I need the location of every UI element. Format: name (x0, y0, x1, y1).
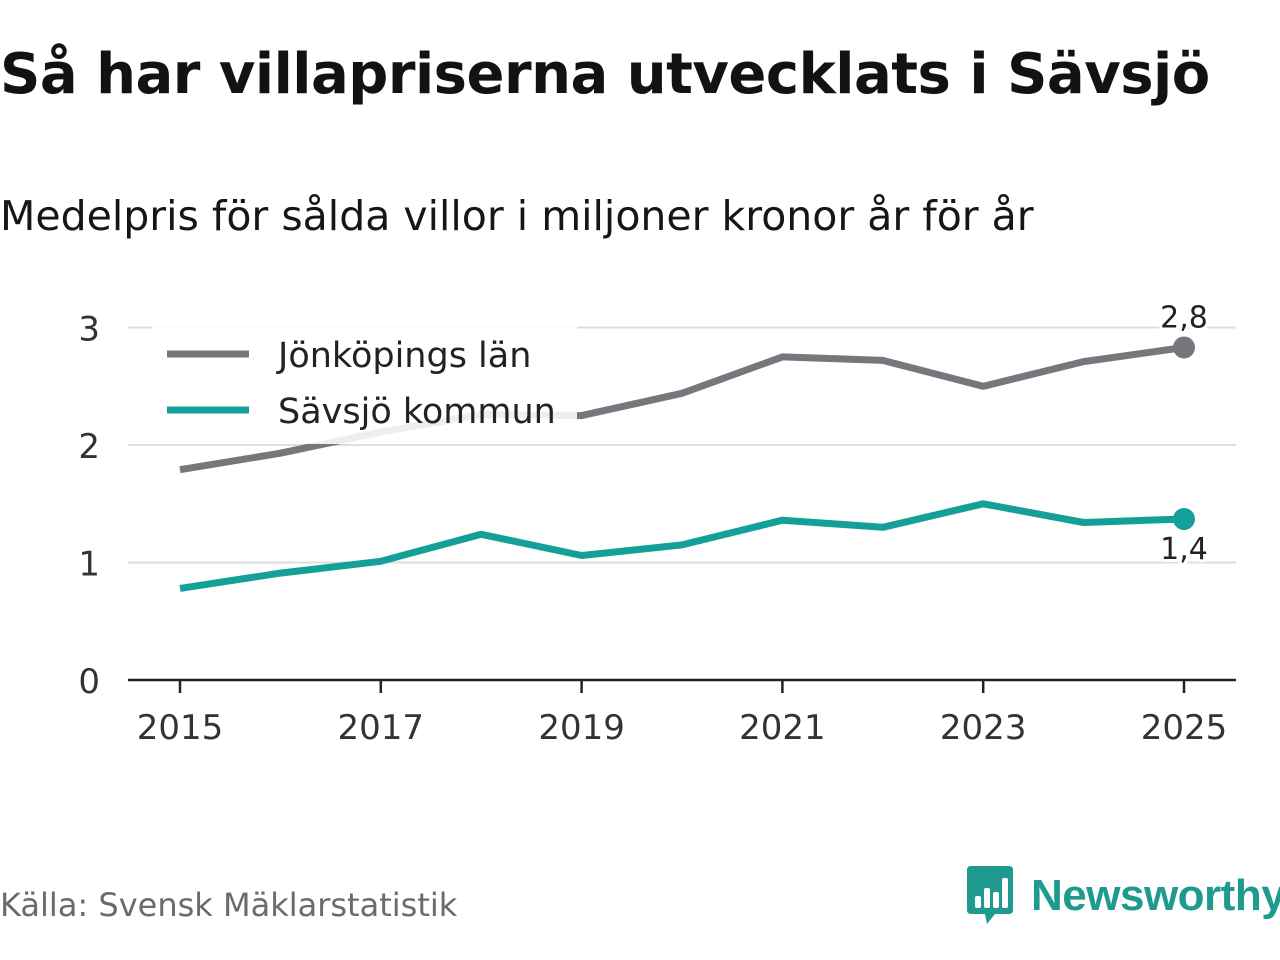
y-tick-label: 3 (78, 310, 100, 350)
legend-label-1: Sävsjö kommun (278, 392, 556, 432)
x-tick-label: 2017 (338, 708, 425, 748)
x-tick-label: 2021 (739, 708, 826, 748)
brand-logo: Newsworthy (965, 866, 1280, 926)
x-tick-label: 2023 (940, 708, 1027, 748)
y-tick-label: 0 (78, 662, 100, 702)
bar-chart-speech-icon (967, 866, 1013, 924)
x-tick-label: 2015 (137, 708, 224, 748)
chart-subtitle: Medelpris för sålda villor i miljoner kr… (0, 192, 1034, 240)
series-end-label-1: 1,4 (1160, 532, 1208, 567)
source-note: Källa: Svensk Mäklarstatistik (0, 886, 458, 924)
series-end-point-1 (1173, 508, 1195, 531)
series-end-label-0: 2,8 (1160, 300, 1208, 335)
line-chart: 0 1 2 3 2015 2017 2019 2021 2023 2025 2,8 1,4 Jönköp… (78, 300, 1236, 748)
legend-label-0: Jönköpings län (276, 336, 531, 376)
x-tick-label: 2019 (538, 708, 625, 748)
x-tick-label: 2025 (1141, 708, 1228, 748)
brand-name: Newsworthy (1031, 871, 1280, 920)
series-end-point-0 (1173, 336, 1195, 359)
series-line-1 (179, 500, 1185, 592)
legend-background (152, 326, 577, 444)
y-tick-label: 1 (78, 545, 100, 585)
chart-title: Så har villapriserna utvecklats i Sävsjö (0, 42, 1210, 107)
y-tick-label: 2 (78, 427, 100, 467)
